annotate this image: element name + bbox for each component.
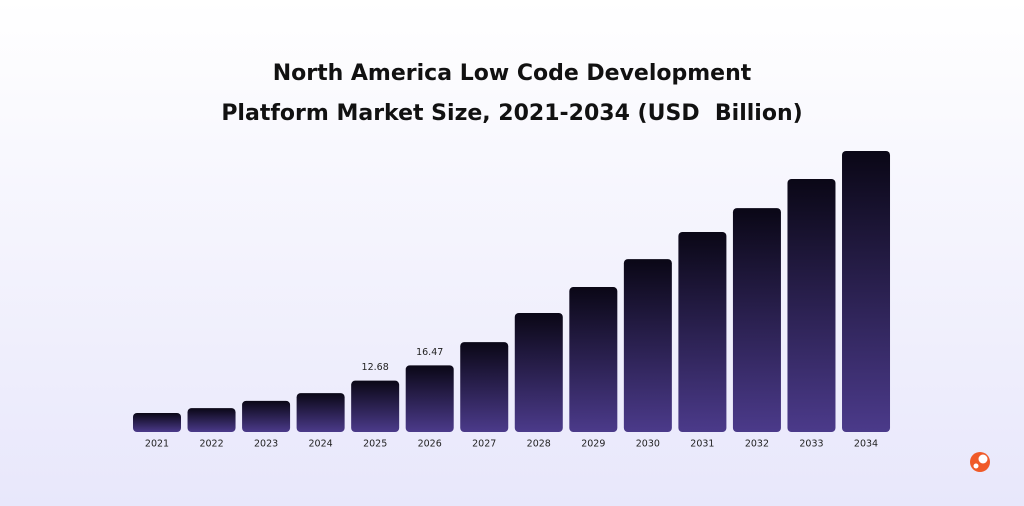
chart-title: North America Low Code Development [273, 61, 752, 86]
x-tick-label: 2030 [636, 439, 660, 450]
logo [970, 452, 990, 472]
bar [242, 400, 291, 432]
x-tick-label: 2031 [690, 439, 714, 450]
bar [296, 393, 345, 432]
x-tick-label: 2034 [854, 439, 878, 450]
bar [514, 312, 563, 432]
bar [842, 151, 891, 432]
x-tick-label: 2022 [199, 439, 223, 450]
value-label: 12.68 [362, 362, 389, 373]
x-tick-label: 2023 [254, 439, 278, 450]
bar [351, 380, 400, 432]
x-tick-label: 2025 [363, 439, 387, 450]
bar [133, 412, 181, 432]
bar [405, 365, 454, 432]
value-label: 16.47 [416, 347, 443, 358]
x-tick-label: 2028 [527, 439, 551, 450]
x-tick-label: 2027 [472, 439, 496, 450]
bar [678, 231, 727, 432]
x-tick-label: 2033 [799, 439, 823, 450]
x-tick-label: 2032 [745, 439, 769, 450]
bar [623, 259, 672, 432]
x-tick-label: 2029 [581, 439, 605, 450]
chart-title: Platform Market Size, 2021-2034 (USD Bil… [221, 101, 802, 126]
bar [787, 178, 836, 432]
bar [732, 208, 781, 432]
bar [187, 408, 236, 432]
x-tick-label: 2024 [309, 439, 333, 450]
bar [460, 342, 509, 432]
x-tick-label: 2021 [145, 439, 169, 450]
x-tick-label: 2026 [418, 439, 442, 450]
bar [569, 287, 618, 432]
